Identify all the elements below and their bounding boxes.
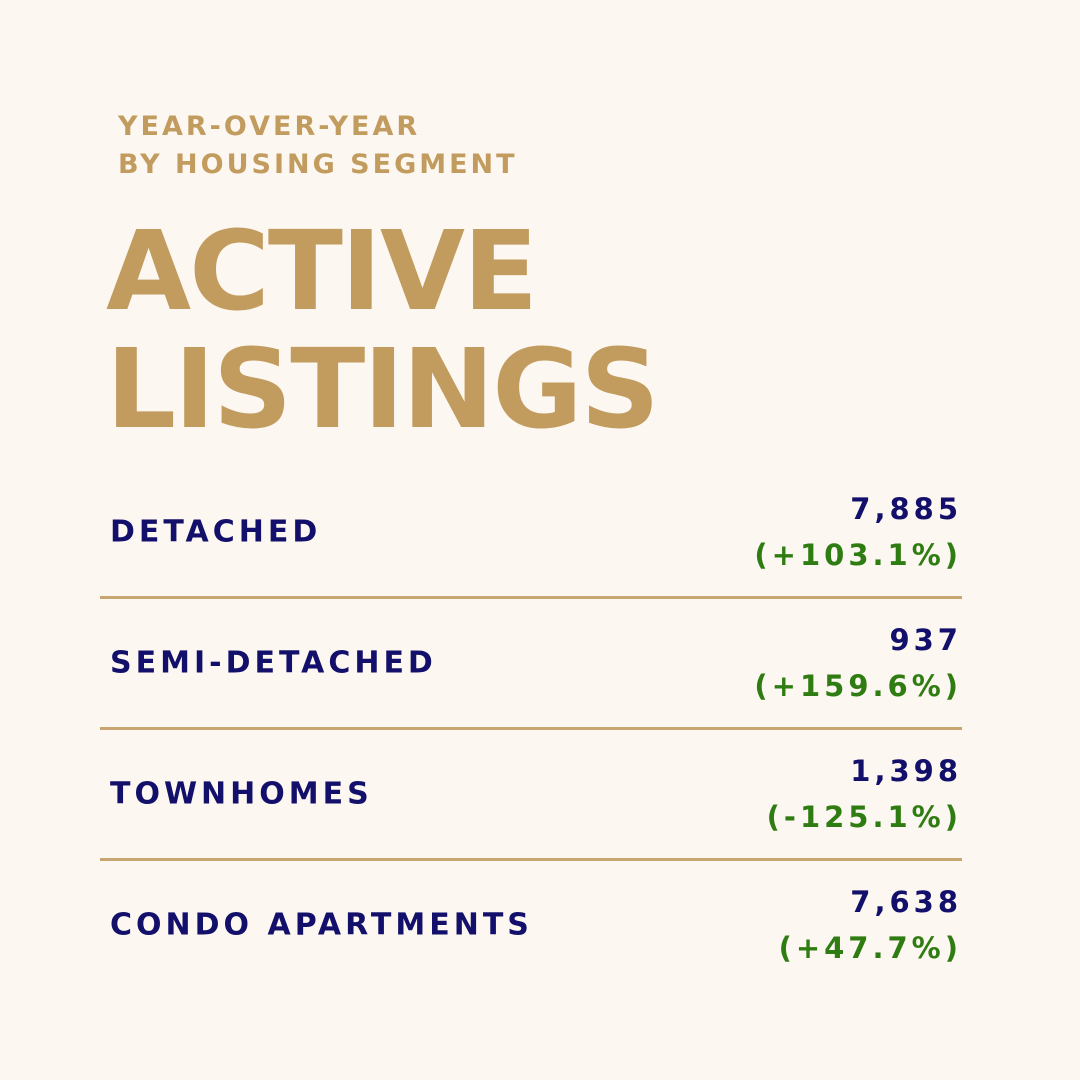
segment-label: CONDO APARTMENTS xyxy=(110,907,533,943)
segment-row-semi-detached: SEMI-DETACHED 937 (+159.6%) xyxy=(100,601,962,725)
segment-row-townhomes: TOWNHOMES 1,398 (-125.1%) xyxy=(100,732,962,856)
segment-row-detached: DETACHED 7,885 (+103.1%) xyxy=(100,470,962,594)
segment-values: 7,638 (+47.7%) xyxy=(779,879,962,971)
title-line-2: LISTINGS xyxy=(106,325,660,453)
segment-label: SEMI-DETACHED xyxy=(110,645,437,681)
divider xyxy=(100,727,962,730)
segment-label: TOWNHOMES xyxy=(110,776,373,812)
segment-change: (+103.1%) xyxy=(754,538,962,572)
segment-change: (+159.6%) xyxy=(754,669,962,703)
segment-label: DETACHED xyxy=(110,514,322,550)
segment-count: 937 xyxy=(889,623,962,657)
subtitle-line-2: BY HOUSING SEGMENT xyxy=(118,149,518,180)
page-title: ACTIVE LISTINGS xyxy=(106,207,660,453)
segment-values: 937 (+159.6%) xyxy=(754,617,962,709)
segment-count: 1,398 xyxy=(850,754,962,788)
subtitle-line-1: YEAR-OVER-YEAR xyxy=(118,111,421,142)
segment-count: 7,885 xyxy=(850,492,962,526)
segment-row-condo-apartments: CONDO APARTMENTS 7,638 (+47.7%) xyxy=(100,863,962,987)
segment-count: 7,638 xyxy=(850,885,962,919)
segment-values: 7,885 (+103.1%) xyxy=(754,486,962,578)
subtitle: YEAR-OVER-YEAR BY HOUSING SEGMENT xyxy=(118,108,518,184)
segment-list: DETACHED 7,885 (+103.1%) SEMI-DETACHED 9… xyxy=(100,470,962,987)
segment-change: (-125.1%) xyxy=(766,800,962,834)
segment-change: (+47.7%) xyxy=(778,931,962,965)
title-line-1: ACTIVE xyxy=(106,207,538,335)
divider xyxy=(100,858,962,861)
divider xyxy=(100,596,962,599)
segment-values: 1,398 (-125.1%) xyxy=(767,748,962,840)
